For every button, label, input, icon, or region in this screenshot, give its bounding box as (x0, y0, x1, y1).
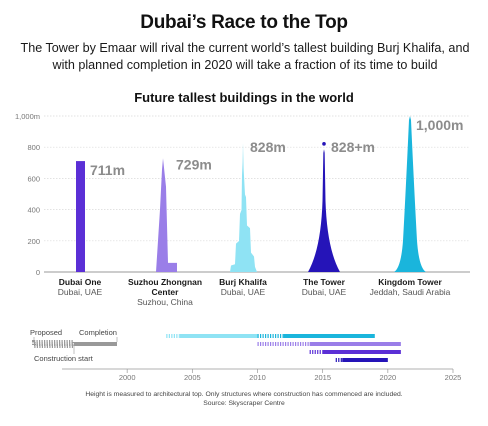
category-label: Kingdom Tower (378, 277, 442, 287)
burj-khalifa-construction-bar (179, 334, 258, 338)
x-tick-label: 2010 (249, 373, 266, 382)
grid: 0 200 400 600 800 1,000m (15, 112, 470, 277)
x-tick-label: 2000 (119, 373, 136, 382)
location-label: Dubai, UAE (302, 287, 347, 297)
category-label: Center (152, 287, 180, 297)
page-subtitle: The Tower by Emaar will rival the curren… (20, 41, 470, 72)
location-label: Dubai, UAE (58, 287, 103, 297)
location-label: Dubai, UAE (221, 287, 266, 297)
location-label: Suzhou, China (137, 297, 193, 307)
dubai-one-construction-bar (322, 350, 401, 354)
x-tick-label: 2005 (184, 373, 201, 382)
dubai-one-building (76, 161, 85, 272)
legend-completion: Completion (79, 328, 117, 337)
value-label: 711m (90, 162, 125, 178)
category-label: Burj Khalifa (219, 277, 267, 287)
legend-construction-start: Construction start (34, 354, 94, 363)
y-tick-label: 600 (27, 174, 40, 183)
y-tick-label: 1,000m (15, 112, 40, 121)
chart-title: Future tallest buildings in the world (134, 90, 354, 105)
y-tick-label: 0 (36, 268, 40, 277)
x-tick-label: 2015 (314, 373, 331, 382)
y-tick-label: 800 (27, 143, 40, 152)
the-tower-construction-bar (342, 358, 388, 362)
legend-proposed: Proposed (30, 328, 62, 337)
category-label: The Tower (303, 277, 346, 287)
location-label: Jeddah, Saudi Arabia (370, 287, 451, 297)
the-tower-building (308, 149, 340, 272)
y-tick-label: 400 (27, 206, 40, 215)
value-label: 828m (250, 139, 286, 155)
timeline: Proposed Completion Construction start 2000… (30, 328, 461, 382)
value-label: 1,000m (416, 117, 463, 133)
category-label: Dubai One (59, 277, 102, 287)
category-label: Suzhou Zhongnan (128, 277, 202, 287)
value-label: 729m (176, 156, 212, 172)
x-tick-label: 2025 (445, 373, 462, 382)
burj-khalifa-building (230, 142, 257, 272)
y-tick-label: 200 (27, 237, 40, 246)
suzhou-zhongnan-center-building (156, 158, 177, 272)
footnote: Height is measured to architectural top.… (0, 390, 488, 408)
kingdom-tower-building (394, 116, 426, 272)
buildings: 711m 729m 828m 828+m 1,000m (76, 116, 463, 272)
x-tick-label: 2020 (379, 373, 396, 382)
page-title: Dubai’s Race to the Top (140, 12, 348, 33)
suzhou-zhongnan-center-construction-bar (309, 342, 401, 346)
footnote-source: Source: Skyscraper Centre (203, 400, 285, 407)
value-label: 828+m (331, 139, 375, 155)
footnote-note: Height is measured to architectural top.… (85, 391, 403, 398)
legend-construction-bar (74, 342, 117, 346)
kingdom-tower-construction-bar (283, 334, 375, 338)
the-tower-tip (322, 142, 326, 146)
